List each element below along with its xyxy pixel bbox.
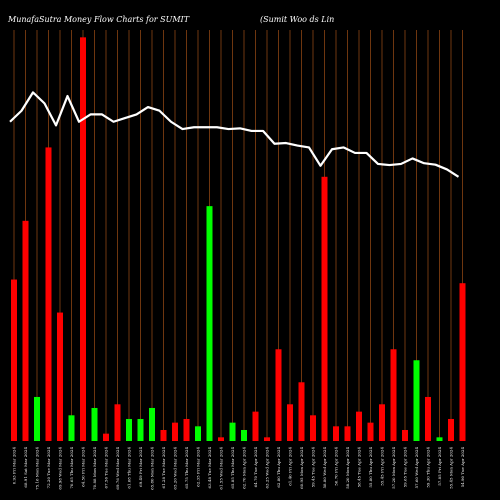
money-flow-bar xyxy=(91,407,98,441)
money-flow-bar xyxy=(367,422,374,441)
x-tick-label: 70.65 Thu Mar 2024 xyxy=(69,447,74,489)
x-tick-label: 72.20 Tue Mar 2024 xyxy=(46,447,51,489)
money-flow-bar xyxy=(218,437,224,441)
x-tick-label: 57.60 Wed Apr 2024 xyxy=(414,447,419,489)
money-flow-bar xyxy=(183,418,190,441)
money-flow-bar xyxy=(264,437,270,441)
x-tick-label: 55.80 Thu Apr 2024 xyxy=(368,447,373,488)
x-tick-label: 61.28 Tue Mar 2024 xyxy=(161,447,166,489)
money-flow-bar xyxy=(126,418,132,441)
money-flow-bar xyxy=(287,404,293,441)
money-flow-bar xyxy=(448,418,454,441)
money-flow-bar xyxy=(229,422,236,441)
money-flow-bar xyxy=(22,220,29,441)
price-line xyxy=(9,91,460,178)
x-tick-label: 64.70 Tue Apr 2024 xyxy=(253,447,258,488)
money-flow-bar xyxy=(206,206,213,441)
money-flow-bar xyxy=(172,422,178,441)
x-tick-label: 62.70 Mon Apr 2024 xyxy=(242,447,247,489)
x-tick-label: 57.20 Mon Apr 2024 xyxy=(391,447,396,489)
money-flow-bar xyxy=(45,147,52,441)
money-flow-bar xyxy=(149,407,155,441)
x-tick-label: 70.88 Mon Mar 2024 xyxy=(92,447,97,490)
money-flow-bar xyxy=(80,37,86,441)
x-tick-label: 56.70 Fri Apr 2024 xyxy=(334,447,339,486)
x-tick-label: 69.98 Wed Mar 2024 xyxy=(58,447,63,490)
money-flow-bar xyxy=(68,415,75,441)
money-flow-bar xyxy=(275,349,282,441)
money-flow-bar xyxy=(252,411,259,441)
x-tick-label: 58.80 Wed Apr 2024 xyxy=(322,447,327,489)
x-axis-tick-labels: 0.93 Fri Mar 2024 68.91 Sat Mar 2024 75.16… xyxy=(12,447,466,490)
x-tick-label: 61.68 Thu Mar 2024 xyxy=(127,447,132,489)
money-flow-bar xyxy=(390,349,397,441)
x-tick-label: 64.50 Fri Mar 2024 xyxy=(81,447,86,487)
x-tick-label: 75.16 Mon Mar 2024 xyxy=(35,447,40,490)
money-flow-bar xyxy=(241,429,247,441)
x-tick-label: 69.49 Fri Mar 2024 xyxy=(138,447,143,487)
x-tick-label: 57.85 Fri Apr 2024 xyxy=(437,447,442,486)
money-flow-bar xyxy=(379,404,385,441)
x-tick-label: 0.93 Fri Mar 2024 xyxy=(12,447,17,485)
x-tick-label: 55.45 Mon Apr 2024 xyxy=(449,447,454,489)
money-flow-bar xyxy=(160,429,167,441)
x-tick-label: 61.40 Fri Apr 2024 xyxy=(288,447,293,486)
x-tick-label: 58.20 Mon Apr 2024 xyxy=(345,447,350,489)
money-flow-bar xyxy=(34,396,40,441)
money-flow-bar xyxy=(344,426,351,441)
money-flow-bar xyxy=(114,404,121,441)
money-flow-bar xyxy=(57,312,63,441)
money-flow-bar xyxy=(11,279,17,441)
money-flow-bar xyxy=(298,382,305,441)
money-flow-bar xyxy=(459,283,466,441)
x-tick-label: 58.45 Tue Apr 2024 xyxy=(357,447,362,488)
x-tick-label: 65.75 Thu Mar 2024 xyxy=(184,447,189,489)
money-flow-bar xyxy=(333,426,339,441)
x-tick-label: 63.25 Wed Apr 2024 xyxy=(265,447,270,489)
money-flow-bar xyxy=(310,415,316,441)
x-tick-label: 61.55 Wed Mar 2024 xyxy=(219,447,224,490)
money-flow-bar xyxy=(425,396,431,441)
x-tick-label: 59.45 Tue Apr 2024 xyxy=(311,447,316,488)
money-flow-bar xyxy=(103,433,109,441)
money-flow-bar xyxy=(413,360,420,441)
x-tick-label: 62.35 Fri Mar 2024 xyxy=(196,447,201,487)
money-flow-bar xyxy=(436,437,443,441)
x-tick-label: 69.76 Wed Mar 2024 xyxy=(115,447,120,490)
money-flow-bar xyxy=(195,426,201,441)
x-tick-label: 54.90 Tue Apr 2024 xyxy=(460,447,465,488)
x-tick-label: 63.48 Tue Mar 2024 xyxy=(207,447,212,489)
chart-title-right: (Sumit Woo ds Lin xyxy=(260,15,334,24)
x-tick-label: 55.45 Fri Apr 2024 xyxy=(380,447,385,486)
x-tick-label: 65.20 Wed Mar 2024 xyxy=(173,447,178,490)
money-flow-bar xyxy=(356,411,362,441)
chart-title-left: MunafaSutra Money Flow Charts for SUMIT xyxy=(7,15,190,24)
x-tick-label: 65.85 Thu Mar 2024 xyxy=(230,447,235,489)
money-flow-bar xyxy=(137,418,144,441)
x-tick-label: 68.91 Sat Mar 2024 xyxy=(23,447,28,488)
x-tick-label: 67.56 Tue Mar 2024 xyxy=(104,447,109,489)
money-flow-bar xyxy=(402,429,408,441)
money-flow-bars xyxy=(11,37,466,442)
x-tick-label: 59.65 Tue Apr 2024 xyxy=(403,447,408,488)
money-flow-bar xyxy=(321,176,328,442)
x-tick-label: 59.30 Thu Apr 2024 xyxy=(426,447,431,488)
x-tick-label: 65.80 Mon Mar 2024 xyxy=(150,447,155,490)
x-tick-label: 62.80 Thu Apr 2024 xyxy=(276,447,281,488)
x-tick-label: 60.95 Mon Apr 2024 xyxy=(299,447,304,489)
